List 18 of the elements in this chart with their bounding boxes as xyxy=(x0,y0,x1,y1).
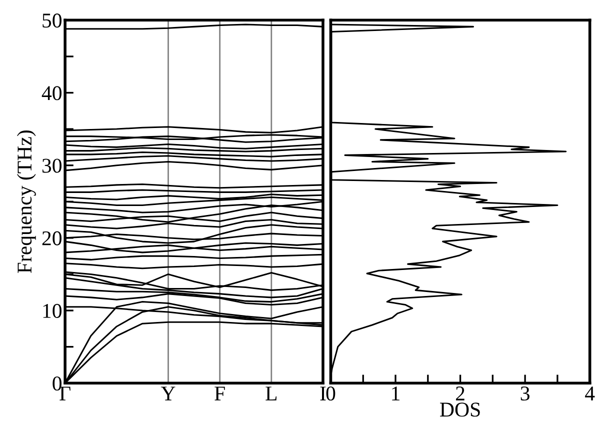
y-tick-label: 50 xyxy=(42,14,62,28)
x-tick-label: L xyxy=(266,386,277,400)
x-tick-label: 3 xyxy=(520,386,530,401)
x-tick-label: 0 xyxy=(326,386,336,401)
y-tick-label: 10 xyxy=(43,304,62,318)
x-tick-label: I xyxy=(320,386,326,400)
x-tick-label: Γ xyxy=(60,386,70,400)
y-tick-label: 20 xyxy=(42,231,62,246)
y-axis-title: Frequency (THz) xyxy=(16,130,36,274)
y-tick-label: 0 xyxy=(52,376,62,391)
x-axis-title: DOS xyxy=(440,402,480,417)
x-tick-label: F xyxy=(214,386,225,400)
y-tick-label: 40 xyxy=(42,86,62,100)
x-tick-label: Y xyxy=(160,386,176,400)
x-tick-label: 2 xyxy=(456,386,464,400)
y-tick-label: 30 xyxy=(42,158,62,173)
x-tick-label: 1 xyxy=(392,386,400,400)
x-tick-label: 4 xyxy=(585,386,595,400)
